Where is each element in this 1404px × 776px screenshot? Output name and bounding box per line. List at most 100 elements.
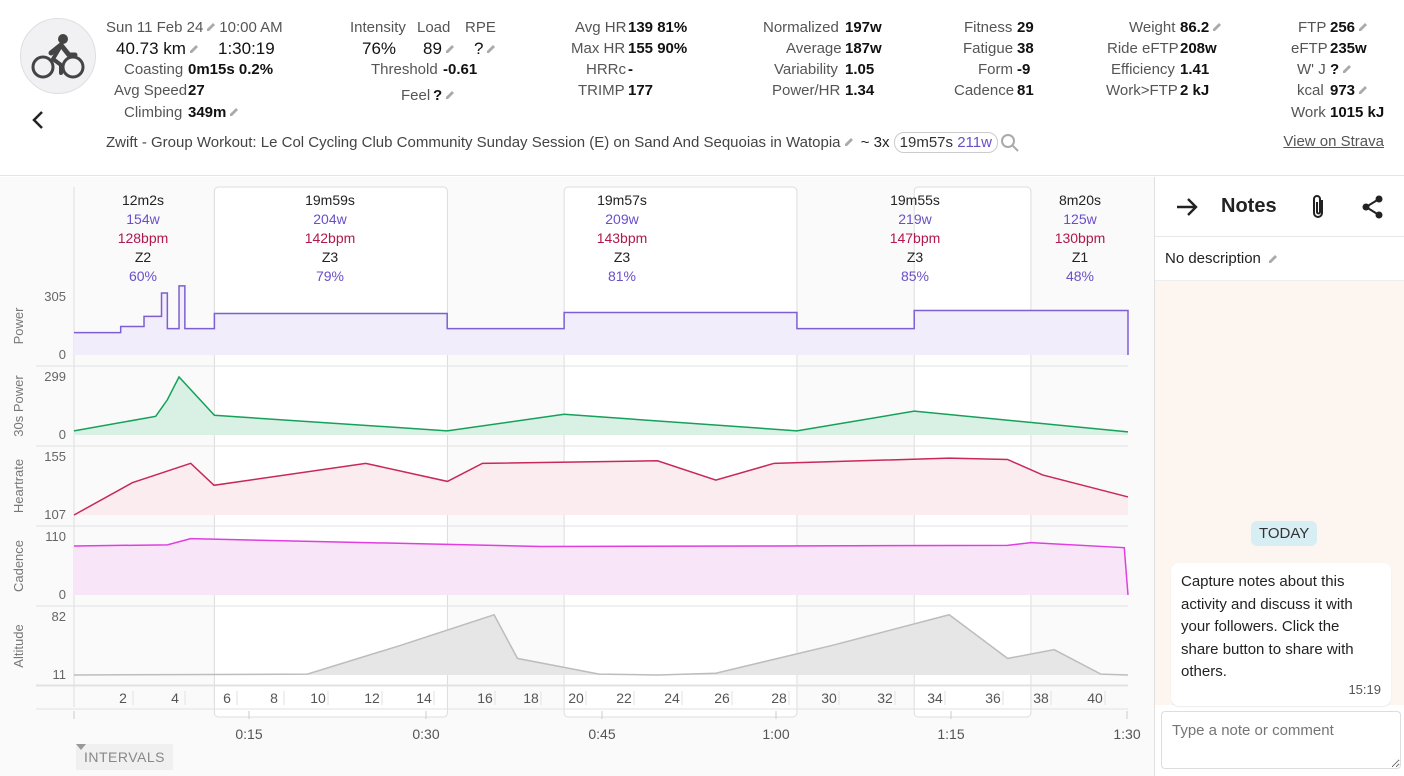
share-icon[interactable] (1359, 193, 1387, 221)
edit-icon[interactable] (1211, 21, 1223, 33)
note-compose-input[interactable] (1161, 711, 1401, 769)
activity-title-row: Zwift - Group Workout: Le Col Cycling Cl… (106, 132, 998, 153)
km-tick-label: 10 (310, 690, 326, 706)
activity-date[interactable]: Sun 11 Feb 24 10:00 AM (106, 19, 283, 36)
interval-watts: 154w (126, 211, 160, 227)
y-tick-label: 107 (44, 507, 66, 522)
panel-label: Cadence (11, 540, 26, 592)
arrow-right-icon[interactable] (1173, 193, 1201, 221)
search-icon[interactable] (1000, 133, 1020, 153)
interval-watts: 125w (1063, 211, 1097, 227)
rpe-value[interactable]: ? (474, 39, 497, 59)
interval-watts: 204w (313, 211, 347, 227)
climbing-value[interactable]: 349m (188, 104, 240, 121)
y-tick-label: 82 (52, 609, 66, 624)
edit-icon[interactable] (188, 43, 200, 55)
description-row[interactable]: No description (1155, 237, 1404, 281)
activity-header: Sun 11 Feb 24 10:00 AM 40.73 km 1:30:19 C… (0, 0, 1404, 176)
repeat-watts: 211w (957, 134, 992, 151)
ftp-text: 256 (1330, 19, 1356, 36)
cycling-icon (20, 18, 96, 94)
date-text: Sun 11 Feb 24 (106, 19, 204, 36)
interval-bpm: 142bpm (305, 230, 356, 246)
y-tick-label: 305 (44, 289, 66, 304)
time-tick-label: 0:30 (412, 726, 439, 742)
km-tick-label: 34 (927, 690, 943, 706)
kcal-value[interactable]: 973 (1330, 82, 1369, 99)
feel-value[interactable]: ? (433, 87, 456, 104)
edit-icon[interactable] (485, 43, 497, 55)
time-tick-label: 0:45 (588, 726, 615, 742)
avg-hr-label: Avg HR (575, 19, 627, 36)
series-line (73, 457, 1129, 516)
kcal-text: 973 (1330, 82, 1356, 99)
average-label: Average (786, 40, 842, 57)
back-arrow-icon[interactable] (26, 106, 50, 134)
notes-feed[interactable]: TODAY Capture notes about this activity … (1155, 281, 1404, 706)
series-area (74, 538, 1128, 595)
intervals-dropdown-button[interactable]: INTERVALS (76, 744, 174, 770)
series-area (74, 614, 1128, 675)
series-area (74, 285, 1128, 355)
efficiency-label: Efficiency (1111, 61, 1175, 78)
repeat-chip[interactable]: 19m57s 211w (893, 132, 998, 153)
repeat-prefix: ~ 3x (860, 134, 890, 151)
edit-icon[interactable] (1267, 253, 1279, 265)
weight-value[interactable]: 86.2 (1180, 19, 1223, 36)
edit-icon[interactable] (444, 43, 456, 55)
power-hr-value: 1.34 (845, 82, 875, 99)
fatigue-label: Fatigue (963, 40, 1014, 57)
time-tick-label: 1:30 (1113, 726, 1140, 742)
w-prime-value[interactable]: ? (1330, 61, 1353, 78)
edit-icon[interactable] (1357, 21, 1369, 33)
power-hr-label: Power/HR (772, 82, 841, 99)
edit-icon[interactable] (843, 136, 855, 148)
y-tick-label: 110 (45, 529, 66, 544)
km-tick-label: 8 (270, 690, 278, 706)
activity-charts[interactable]: 12m2s 154w 128bpm Z2 60% 19m59s 204w 142bpm Z3 79… (0, 177, 1154, 776)
load-value[interactable]: 89 (423, 39, 456, 59)
max-hr-label: Max HR (571, 40, 626, 57)
km-tick-label: 4 (171, 690, 179, 706)
interval-duration: 19m59s (305, 192, 355, 208)
interval-watts: 209w (605, 211, 639, 227)
avg-speed-label: Avg Speed (114, 82, 188, 99)
paperclip-icon[interactable] (1305, 193, 1333, 221)
coasting-label: Coasting (124, 61, 184, 78)
hrrc-label: HRRc (586, 61, 626, 78)
work-value: 1015 kJ (1330, 104, 1385, 121)
time-tick-label: 1:15 (937, 726, 964, 742)
hrrc-value: - (628, 61, 633, 78)
edit-icon[interactable] (205, 21, 217, 33)
fitness-label: Fitness (964, 19, 1013, 36)
notes-panel: Notes No description TODAY Capture notes… (1154, 177, 1404, 776)
note-message-time: 15:19 (1348, 682, 1381, 697)
trimp-value: 177 (628, 82, 654, 99)
interval-bpm: 128bpm (118, 230, 169, 246)
interval-zone: Z3 (614, 249, 631, 265)
edit-icon[interactable] (228, 106, 240, 118)
eftp-label: eFTP (1291, 40, 1328, 57)
efficiency-value: 1.41 (1180, 61, 1210, 78)
km-tick-label: 18 (523, 690, 539, 706)
panel-label: Power (11, 307, 26, 345)
km-tick-label: 40 (1087, 690, 1103, 706)
work-ftp-value: 2 kJ (1180, 82, 1210, 99)
interval-percent: 60% (129, 268, 157, 284)
ftp-value[interactable]: 256 (1330, 19, 1369, 36)
interval-zone: Z1 (1072, 249, 1089, 265)
eftp-value: 235w (1330, 40, 1367, 57)
km-tick-label: 2 (119, 690, 127, 706)
edit-icon[interactable] (1341, 63, 1353, 75)
charts-svg[interactable]: 12m2s 154w 128bpm Z2 60% 19m59s 204w 142bpm Z3 79… (0, 177, 1154, 776)
rpe-text: ? (474, 39, 484, 58)
w-prime-text: ? (1330, 61, 1340, 78)
km-tick-label: 36 (985, 690, 1001, 706)
activity-title[interactable]: Zwift - Group Workout: Le Col Cycling Cl… (106, 134, 841, 151)
edit-icon[interactable] (1357, 84, 1369, 96)
interval-duration: 19m55s (890, 192, 940, 208)
ride-eftp-label: Ride eFTP (1107, 40, 1179, 57)
distance-value[interactable]: 40.73 km (116, 39, 200, 59)
edit-icon[interactable] (444, 89, 456, 101)
view-on-strava-link[interactable]: View on Strava (1283, 133, 1384, 150)
